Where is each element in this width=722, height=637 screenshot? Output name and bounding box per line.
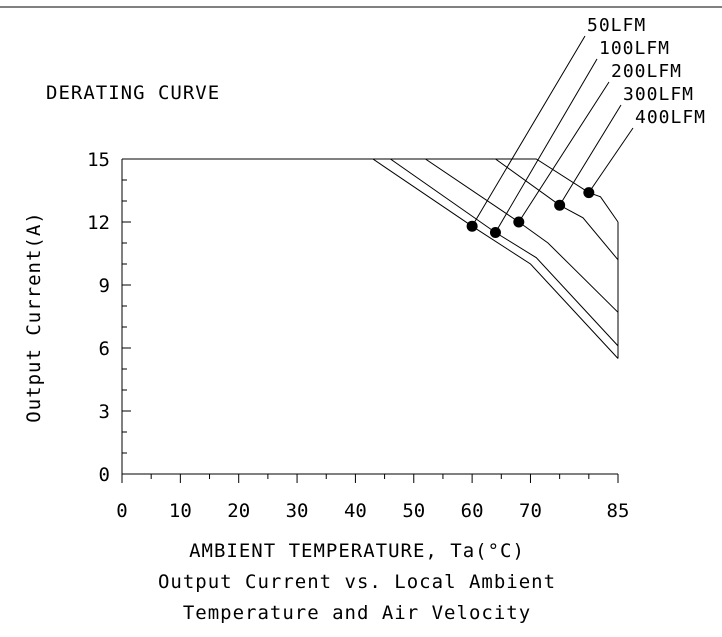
x-tick-label: 85	[607, 500, 630, 522]
y-tick-label: 9	[99, 275, 110, 297]
legend-label-50lfm: 50LFM	[587, 15, 646, 36]
legend-label-100lfm: 100LFM	[599, 38, 670, 59]
series-line-100lfm	[122, 158, 619, 347]
x-tick-label: 60	[461, 500, 484, 522]
y-tick-label: 6	[99, 338, 110, 360]
x-tick-label: 30	[286, 500, 309, 522]
plot-area: 0 3 6 9 12 15 0 10 20 30 40 50 60 70 85 50LFM100LFM200L…	[87, 15, 706, 522]
series-line-300lfm	[122, 158, 619, 261]
caption-line-1: Output Current vs. Local Ambient	[158, 571, 556, 593]
leader-line-50lfm	[471, 35, 586, 227]
series-line-400lfm	[122, 158, 619, 223]
series-line-50lfm	[122, 158, 619, 359]
x-tick-label: 10	[169, 500, 192, 522]
legend-label-200lfm: 200LFM	[611, 61, 682, 82]
leader-line-200lfm	[518, 81, 610, 223]
x-tick-label: 0	[116, 500, 127, 522]
x-tick-label: 20	[227, 500, 250, 522]
leader-line-100lfm	[495, 58, 598, 233]
y-tick-label: 3	[99, 401, 110, 423]
y-tick-label: 0	[99, 464, 110, 486]
x-tick-label: 70	[519, 500, 542, 522]
x-tick-label: 50	[402, 500, 425, 522]
y-tick-label: 12	[87, 212, 110, 234]
chart-title: DERATING CURVE	[46, 82, 220, 104]
series-line-200lfm	[122, 158, 619, 313]
legend-label-400lfm: 400LFM	[635, 107, 706, 128]
legend-label-300lfm: 300LFM	[623, 84, 694, 105]
leader-line-300lfm	[559, 104, 622, 206]
y-axis-label: Output Current(A)	[23, 211, 45, 422]
caption-line-2: Temperature and Air Velocity	[183, 602, 531, 624]
x-axis-label: AMBIENT TEMPERATURE, Ta(°C)	[189, 540, 525, 562]
y-tick-label: 15	[87, 149, 110, 171]
leader-line-400lfm	[588, 127, 634, 193]
x-tick-label: 40	[344, 500, 367, 522]
